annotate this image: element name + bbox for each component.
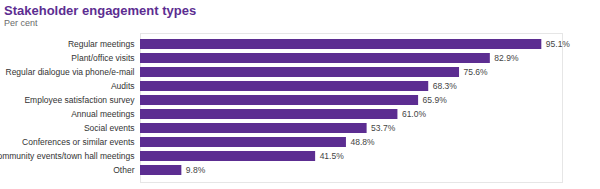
svg-text:95.1%: 95.1% <box>546 39 571 49</box>
html-text:Per cent: Per cent <box>4 18 38 28</box>
svg-text:65.9%: 65.9% <box>423 95 448 105</box>
svg-text:Regular dialogue via phone/e-m: Regular dialogue via phone/e-mail <box>6 67 135 77</box>
html-text:Stakeholder engagement types: Stakeholder engagement types <box>4 3 197 18</box>
svg-text:Social events: Social events <box>84 123 135 133</box>
svg-text:Conferences or similar events: Conferences or similar events <box>22 137 134 147</box>
svg-text:Regular meetings: Regular meetings <box>68 39 135 49</box>
svg-text:Annual meetings: Annual meetings <box>71 109 134 119</box>
svg-text:68.3%: 68.3% <box>433 81 458 91</box>
svg-text:53.7%: 53.7% <box>371 123 396 133</box>
svg-text:Employee satisfaction survey: Employee satisfaction survey <box>24 95 135 105</box>
svg-text:Other: Other <box>113 165 134 175</box>
svg-text:Community events/town hall mee: Community events/town hall meetings <box>0 151 135 161</box>
svg-text:Plant/office visits: Plant/office visits <box>71 53 134 63</box>
svg-text:48.8%: 48.8% <box>350 137 375 147</box>
svg-text:Audits: Audits <box>111 81 135 91</box>
svg-text:61.0%: 61.0% <box>402 109 427 119</box>
svg-text:9.8%: 9.8% <box>186 165 206 175</box>
svg-text:75.6%: 75.6% <box>464 67 489 77</box>
svg-text:82.9%: 82.9% <box>494 53 519 63</box>
svg-text:41.5%: 41.5% <box>320 151 345 161</box>
